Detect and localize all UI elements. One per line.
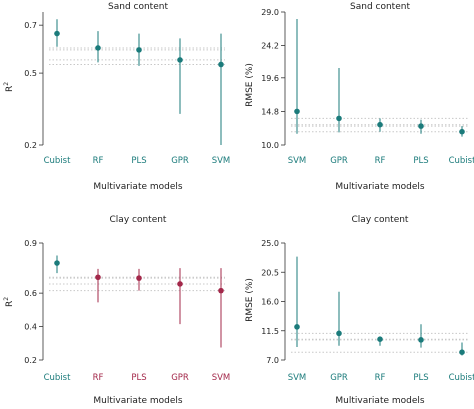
- y-tick-label: 16.0: [261, 298, 279, 307]
- plot-area: 7.0 11.5 16.0 20.5 25.0 SVM GPR RF PLS Cubist: [261, 239, 474, 383]
- data-point: [377, 121, 383, 128]
- y-tick-label: 14.8: [261, 107, 279, 116]
- y-tick-label: 0.5: [24, 69, 37, 78]
- data-point: [218, 287, 224, 294]
- panel-sand-rmse: Sand content Multivariate models RMSE (%…: [245, 2, 474, 192]
- y-tick-label: 11.5: [261, 327, 279, 336]
- y-tick-label: 0.6: [24, 289, 37, 298]
- x-tick-label: Cubist: [44, 156, 72, 166]
- x-tick-label: GPR: [330, 373, 348, 383]
- x-tick-label: Cubist: [44, 373, 72, 383]
- plot-area: 10.0 14.8 19.6 24.2 29.0 SVM GPR RF PLS Cubist: [261, 8, 474, 166]
- x-axis-label: Multivariate models: [335, 182, 425, 192]
- chart-title: Sand content: [108, 2, 168, 12]
- x-tick-label: RF: [375, 156, 386, 166]
- data-point: [459, 349, 465, 356]
- y-tick-label: 24.2: [261, 42, 279, 51]
- x-tick-label: SVM: [212, 156, 231, 166]
- data-point: [418, 337, 424, 343]
- data-point: [177, 281, 183, 287]
- data-point: [418, 123, 424, 129]
- y-axis-label: R2: [3, 297, 15, 307]
- y-tick-label: 25.0: [261, 239, 279, 248]
- data-point: [336, 115, 342, 122]
- plot-area: 0.2 0.5 0.7 Cubist RF PLS GPR SVM: [24, 12, 230, 166]
- y-tick-label: 0.2: [24, 356, 37, 365]
- x-tick-label: GPR: [330, 156, 348, 166]
- data-point: [177, 57, 183, 63]
- data-point: [54, 30, 60, 37]
- panel-clay-rmse: Clay content Multivariate models RMSE (%…: [245, 215, 474, 406]
- y-axis-label: R2: [3, 82, 15, 92]
- data-point: [377, 336, 383, 343]
- x-tick-label: RF: [93, 373, 104, 383]
- y-tick-label: 0.7: [24, 21, 37, 30]
- y-tick-label: 0.9: [24, 239, 37, 248]
- data-point: [459, 128, 465, 135]
- y-tick-label: 0.4: [24, 323, 37, 332]
- chart-title: Clay content: [352, 215, 409, 225]
- y-axis-label: RMSE (%): [245, 63, 255, 107]
- x-tick-label: PLS: [131, 373, 146, 383]
- x-tick-label: RF: [93, 156, 104, 166]
- plot-area: 0.2 0.4 0.6 0.9 Cubist RF PLS GPR SVM: [24, 239, 230, 383]
- data-point: [95, 45, 101, 51]
- data-point: [336, 330, 342, 337]
- y-tick-label: 7.0: [266, 356, 279, 365]
- y-tick-label: 0.2: [24, 141, 37, 150]
- y-tick-label: 29.0: [261, 8, 279, 17]
- data-point: [294, 324, 300, 330]
- data-point: [136, 275, 142, 281]
- x-tick-label: PLS: [131, 156, 146, 166]
- panel-clay-r2: Clay content Multivariate models R2 0.20…: [3, 215, 230, 406]
- x-tick-label: GPR: [171, 373, 189, 383]
- x-axis-label: Multivariate models: [93, 182, 183, 192]
- y-tick-label: 19.6: [261, 74, 279, 83]
- chart-title: Sand content: [350, 2, 410, 12]
- x-tick-label: SVM: [212, 373, 231, 383]
- x-axis-label: Multivariate models: [335, 396, 425, 406]
- data-point: [218, 61, 224, 68]
- x-tick-label: Cubist: [449, 373, 474, 383]
- x-tick-label: Cubist: [449, 156, 474, 166]
- x-tick-label: SVM: [288, 373, 307, 383]
- panel-sand-r2: Sand content Multivariate models R2 0.20…: [3, 2, 230, 192]
- y-axis-label: RMSE (%): [245, 278, 255, 322]
- y-tick-label: 10.0: [261, 141, 279, 150]
- data-point: [95, 274, 101, 281]
- data-point: [54, 260, 60, 266]
- y-tick-label: 20.5: [261, 268, 279, 277]
- x-tick-label: SVM: [288, 156, 307, 166]
- data-point: [136, 47, 142, 53]
- x-tick-label: PLS: [413, 156, 428, 166]
- x-axis-label: Multivariate models: [93, 396, 183, 406]
- x-tick-label: RF: [375, 373, 386, 383]
- x-tick-label: PLS: [413, 373, 428, 383]
- chart-title: Clay content: [110, 215, 167, 225]
- data-point: [294, 108, 300, 115]
- x-tick-label: GPR: [171, 156, 189, 166]
